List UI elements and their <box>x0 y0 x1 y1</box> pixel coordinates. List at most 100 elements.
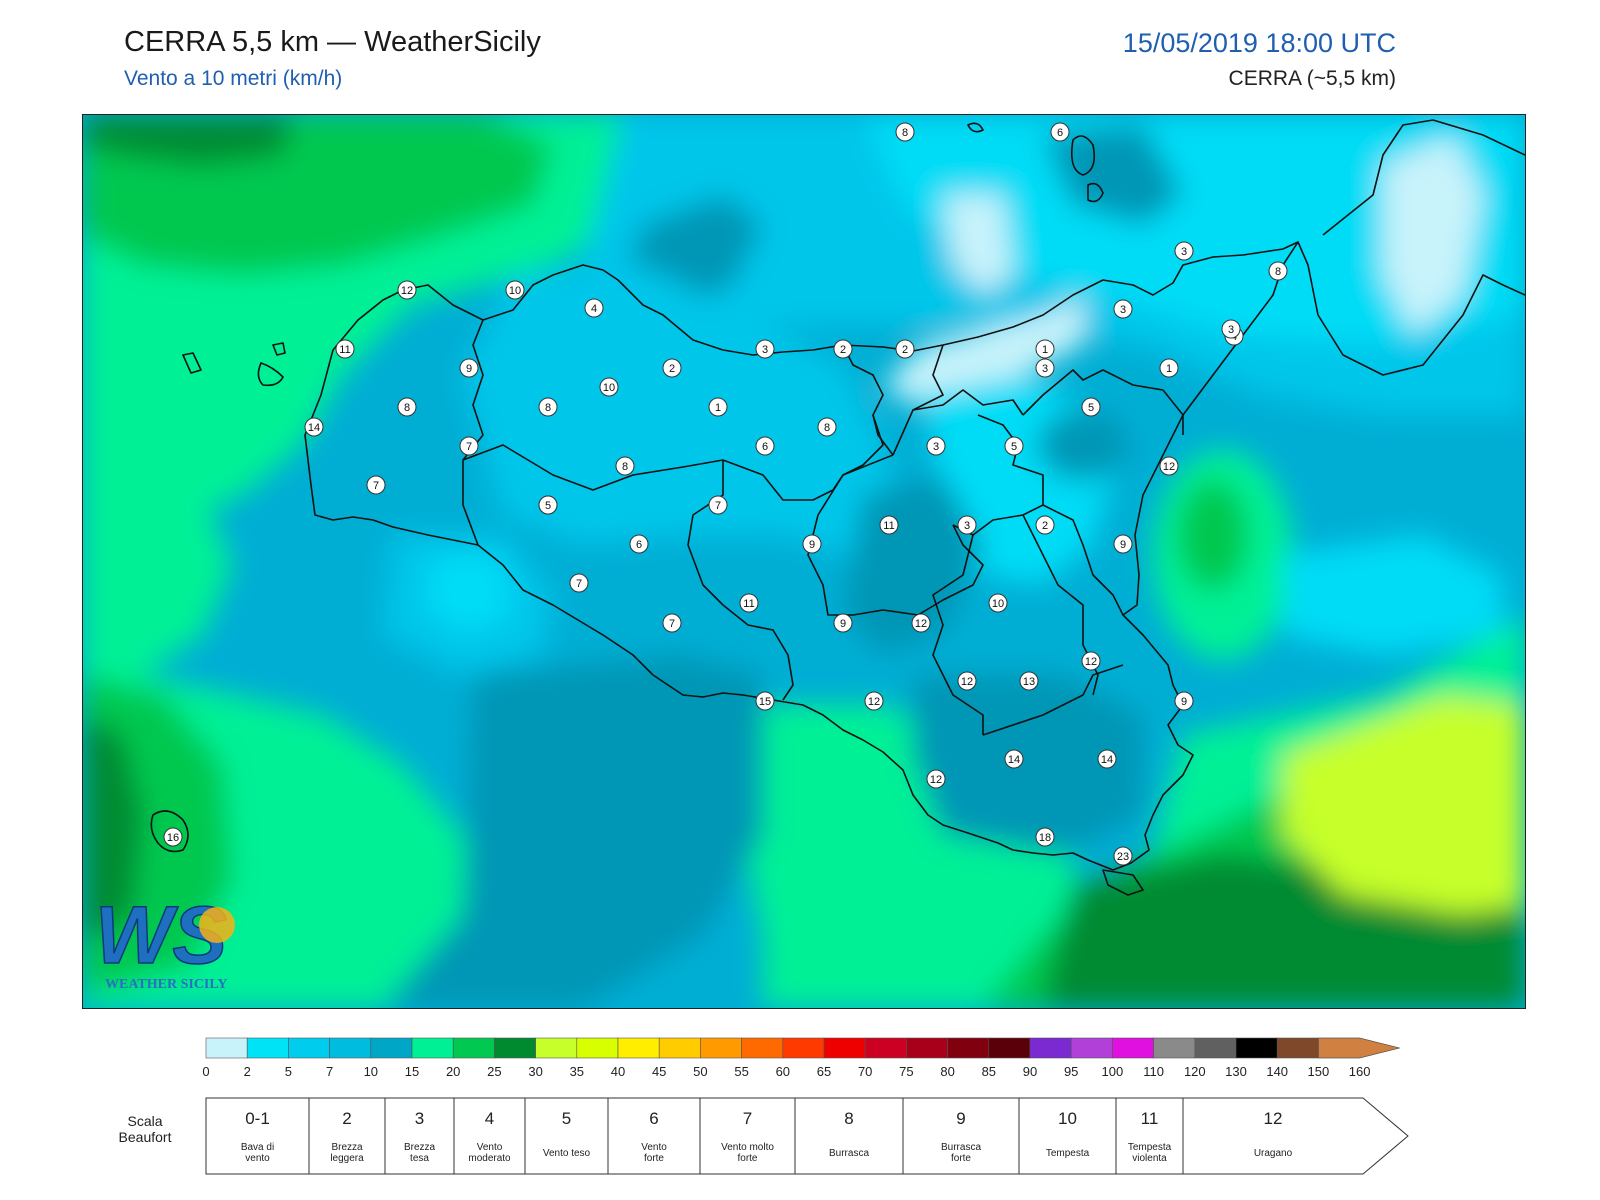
station-marker <box>957 515 977 535</box>
egadi-islands <box>182 342 286 387</box>
beaufort-number: 5 <box>562 1109 571 1128</box>
colorbar-tick-label: 70 <box>858 1064 872 1079</box>
field-light-ne <box>1383 135 1483 335</box>
station-value: 9 <box>809 539 815 551</box>
beaufort-label: violenta <box>1132 1153 1167 1164</box>
station-marker <box>1097 749 1117 769</box>
colorbar-arrow <box>1318 1037 1400 1059</box>
colorbar-tick-label: 80 <box>940 1064 954 1079</box>
beaufort-label: Tempesta <box>1046 1148 1090 1159</box>
beaufort-class: 8 Burrasca <box>794 1097 904 1175</box>
colorbar-swatch <box>411 1037 454 1059</box>
colorbar-swatch <box>576 1037 619 1059</box>
station-label: 12 <box>957 671 977 691</box>
station-label: 9 <box>802 534 822 554</box>
station-marker <box>802 534 822 554</box>
station-label: 9 <box>1113 534 1133 554</box>
beaufort-label: forte <box>737 1153 757 1164</box>
station-label: 10 <box>505 280 525 300</box>
colorbar-swatch <box>1070 1037 1113 1059</box>
colorbar-tick-label: 85 <box>982 1064 996 1079</box>
colorbar-tick-label: 20 <box>446 1064 460 1079</box>
station-value: 4 <box>591 303 597 315</box>
colorbar-tick-label: 75 <box>899 1064 913 1079</box>
station-value: 3 <box>1120 304 1126 316</box>
station-marker <box>569 573 589 593</box>
station-value: 7 <box>669 618 675 630</box>
station-marker <box>1113 299 1133 319</box>
sicily-coast <box>304 241 1299 871</box>
station-label: 7 <box>366 475 386 495</box>
station-label: 7 <box>459 436 479 456</box>
colorbar-tick-label: 55 <box>734 1064 748 1079</box>
station-marker <box>599 377 619 397</box>
station-label: 6 <box>755 436 775 456</box>
station-marker <box>926 769 946 789</box>
beaufort-label: Bava di <box>241 1142 274 1153</box>
station-value: 5 <box>1088 402 1094 414</box>
beaufort-label: Burrasca <box>941 1142 981 1153</box>
colorbar-swatch <box>617 1037 660 1059</box>
prov-line-12 <box>932 534 984 735</box>
model-resolution: CERRA (~5,5 km) <box>1228 67 1396 90</box>
beaufort-box <box>699 1097 796 1175</box>
prov-line-11 <box>1042 504 1124 616</box>
beaufort-number: 12 <box>1264 1109 1283 1128</box>
colorbar-swatch <box>452 1037 495 1059</box>
beaufort-box <box>308 1097 386 1175</box>
station-label: 11 <box>739 593 759 613</box>
station-value: 14 <box>1101 754 1113 766</box>
station-value: 3 <box>964 520 970 532</box>
field-tyrrhenian-teal2 <box>1043 125 1183 225</box>
prov-line-8 <box>952 414 1044 536</box>
station-label: 2 <box>1035 515 1055 535</box>
colorbar-swatch <box>1029 1037 1072 1059</box>
colorbar-swatch <box>1276 1037 1319 1059</box>
station-marker <box>1035 339 1055 359</box>
beaufort-label: Vento teso <box>543 1148 591 1159</box>
station-label: 18 <box>1035 827 1055 847</box>
colorbar-swatch <box>205 1037 248 1059</box>
station-value: 12 <box>915 618 927 630</box>
station-label: 3 <box>957 515 977 535</box>
station-marker <box>957 671 977 691</box>
station-value: 7 <box>466 441 472 453</box>
beaufort-number: 4 <box>485 1109 494 1128</box>
station-value: 7 <box>576 578 582 590</box>
station-label: 5 <box>538 495 558 515</box>
station-marker <box>739 593 759 613</box>
station-marker <box>755 691 775 711</box>
station-value: 12 <box>868 696 880 708</box>
beaufort-label: Brezza <box>331 1142 363 1153</box>
colorbar-tick-label: 150 <box>1308 1064 1330 1079</box>
station-label: 14 <box>304 417 324 437</box>
field-nw-darkgreen <box>83 115 293 165</box>
colorbar-swatch <box>535 1037 578 1059</box>
colorbar-tick-label: 120 <box>1184 1064 1206 1079</box>
station-value: 12 <box>930 774 942 786</box>
station-label: 8 <box>615 456 635 476</box>
colorbar-tick-label: 0 <box>202 1064 209 1079</box>
colorbar-tick-label: 140 <box>1266 1064 1288 1079</box>
station-label: 16 <box>163 827 183 847</box>
station-marker <box>1081 651 1101 671</box>
station-value: 2 <box>840 344 846 356</box>
colorbar-swatch <box>906 1037 948 1059</box>
beaufort-label: Burrasca <box>829 1148 869 1159</box>
colorbar-tick-label: 35 <box>570 1064 584 1079</box>
colorbar-swatch <box>658 1037 701 1059</box>
station-value: 11 <box>883 520 894 532</box>
station-label: 14 <box>1097 749 1117 769</box>
colorbar <box>205 1037 1400 1059</box>
beaufort-number: 2 <box>342 1109 351 1128</box>
station-label: 3 <box>1174 241 1194 261</box>
station-label: 1 <box>1035 339 1055 359</box>
colorbar-swatch <box>1235 1037 1278 1059</box>
colorbar-tick-label: 10 <box>364 1064 378 1079</box>
beaufort-label: Vento <box>641 1142 667 1153</box>
colorbar-swatch <box>988 1037 1031 1059</box>
station-value: 10 <box>603 382 615 394</box>
beaufort-label: forte <box>644 1153 664 1164</box>
